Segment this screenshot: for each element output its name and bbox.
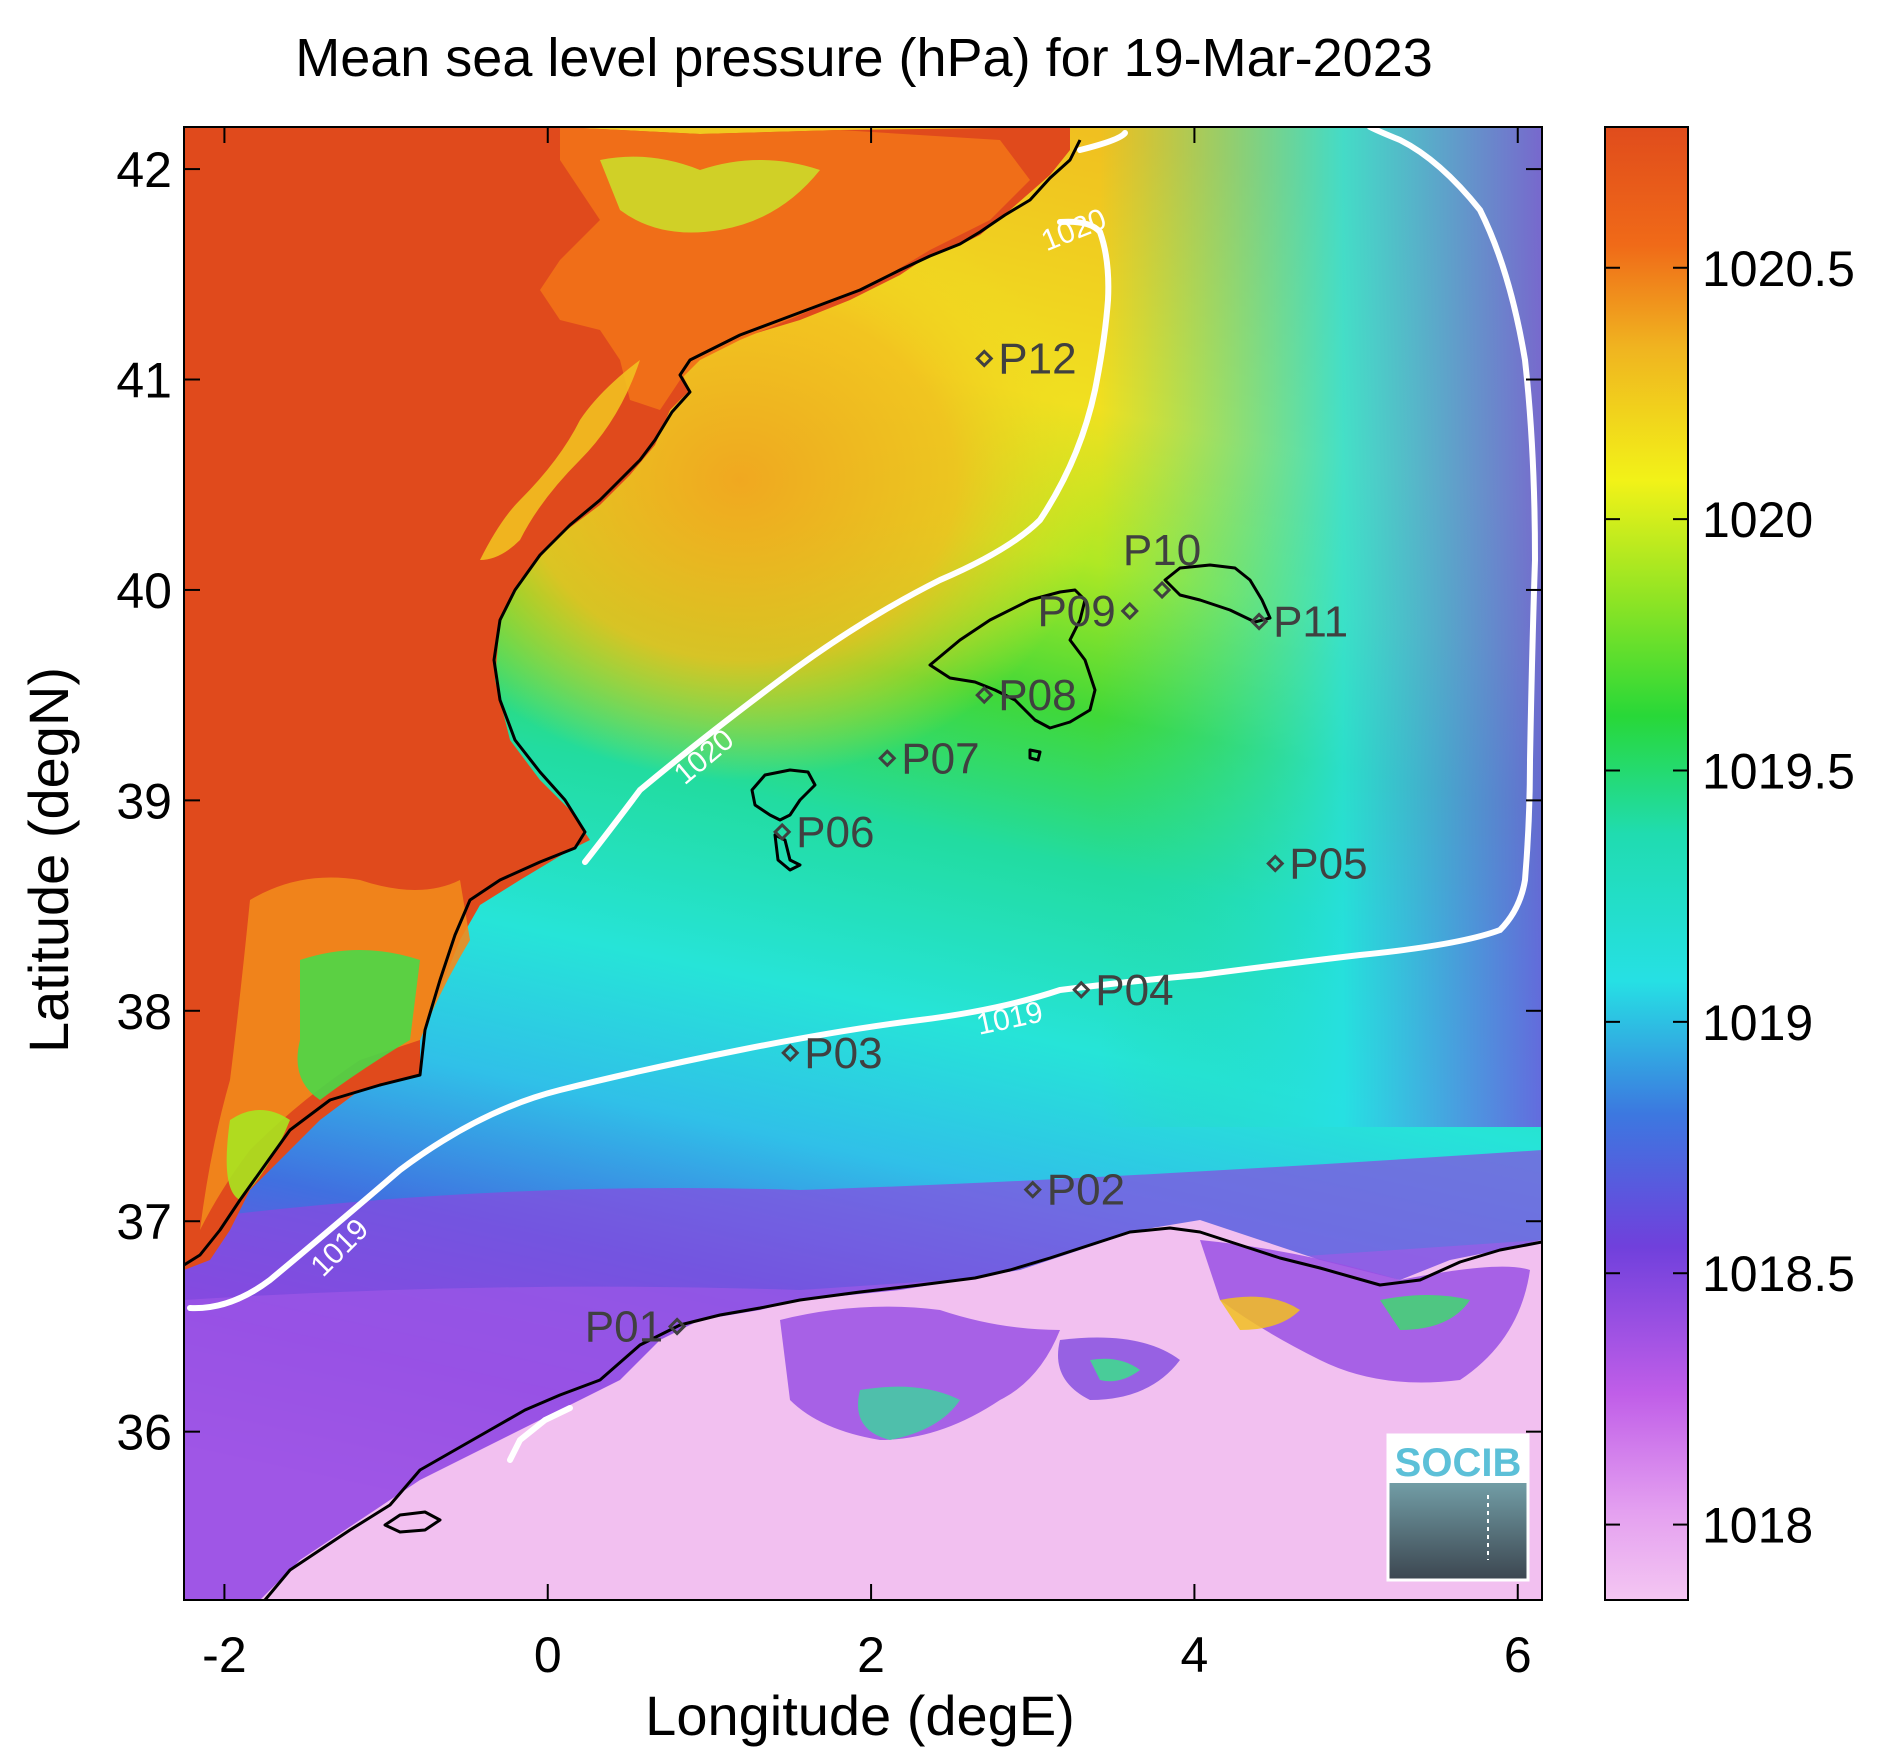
station-label: P03	[804, 1029, 882, 1078]
station-marker-icon	[1266, 854, 1285, 873]
station-p03: P03	[781, 1029, 883, 1078]
station-p11: P11	[1249, 598, 1348, 647]
coastlines	[184, 139, 1542, 1600]
africa-coastline	[263, 1226, 1542, 1600]
station-marker-icon	[975, 686, 994, 705]
map-frame	[183, 126, 1543, 1601]
station-label: P09	[1037, 587, 1115, 636]
station-p12: P12	[975, 334, 1077, 383]
y-tick-label: 40	[116, 563, 172, 619]
station-p10: P10	[1123, 526, 1201, 600]
station-marker-icon	[1249, 612, 1269, 631]
x-tick-label: -2	[202, 1627, 246, 1683]
y-tick-label: 41	[116, 353, 172, 409]
station-marker-icon	[975, 349, 994, 368]
mallorca-coastline	[928, 588, 1097, 730]
station-label: P08	[998, 671, 1076, 720]
station-marker-icon	[773, 822, 792, 842]
station-label: P01	[585, 1302, 663, 1351]
station-label: P12	[998, 334, 1076, 383]
socib-logo: SOCIB	[1386, 1433, 1530, 1582]
isobar-1020-north	[1077, 130, 1128, 153]
colorbar-label: 1019	[1702, 995, 1813, 1051]
y-tick-label: 42	[116, 142, 172, 198]
contour-label: 1019	[1549, 608, 1582, 675]
colorbar-label: 1018	[1702, 1498, 1813, 1554]
station-label: P07	[901, 734, 979, 783]
ibiza-coastline	[750, 768, 817, 822]
x-tick-label: 4	[1181, 1627, 1209, 1683]
station-label: P04	[1095, 966, 1173, 1015]
station-p06: P06	[773, 808, 874, 857]
colorbar-ticks: 1018 1018.5 1019 1019.5 1020 1020.5	[1605, 241, 1855, 1554]
station-label: P11	[1273, 598, 1348, 647]
station-label: P10	[1123, 526, 1201, 575]
x-tick-label: 2	[857, 1627, 885, 1683]
map-field	[184, 127, 1542, 1600]
station-p09: P09	[1037, 587, 1139, 636]
colorbar-label: 1020	[1702, 492, 1813, 548]
station-label: P05	[1289, 840, 1367, 889]
isobar-1020-main	[582, 218, 1112, 865]
y-tick-label: 36	[116, 1405, 172, 1461]
station-marker-icon	[781, 1043, 800, 1063]
menorca-coastline	[1163, 563, 1272, 624]
colorbar-label: 1020.5	[1702, 241, 1855, 297]
station-marker-icon	[878, 749, 897, 768]
station-p08: P08	[975, 671, 1077, 720]
station-marker-icon	[1072, 980, 1091, 999]
station-marker-icon	[1152, 580, 1172, 600]
station-label: P02	[1047, 1166, 1125, 1215]
station-marker-icon	[667, 1317, 687, 1336]
isobar-1019-main	[187, 127, 1539, 1312]
y-tick-label: 37	[116, 1194, 172, 1250]
x-axis-label: Longitude (degE)	[645, 1684, 1075, 1747]
isobar-1019-south	[507, 1405, 573, 1463]
x-tick-label: 6	[1504, 1627, 1532, 1683]
isobars	[187, 127, 1539, 1463]
x-axis: -2 0 2 4 6	[202, 127, 1532, 1683]
map-title: Mean sea level pressure (hPa) for 19-Mar…	[295, 28, 1433, 88]
y-axis: 36 37 38 39 40 41 42	[116, 142, 1542, 1461]
colorbar-label: 1018.5	[1702, 1246, 1855, 1302]
station-p05: P05	[1266, 840, 1368, 889]
colorbar-gradient	[1604, 126, 1689, 1601]
station-marker-icon	[1023, 1180, 1042, 1199]
x-tick-label: 0	[534, 1627, 562, 1683]
logo-text: SOCIB	[1395, 1441, 1522, 1485]
y-tick-label: 38	[116, 984, 172, 1040]
station-p07: P07	[878, 734, 980, 783]
colorbar: 1018 1018.5 1019 1019.5 1020 1020.5	[1604, 126, 1855, 1601]
station-marker-icon	[1120, 601, 1139, 621]
formentera-coastline	[773, 833, 802, 872]
station-p04: P04	[1072, 966, 1174, 1015]
station-label: P06	[796, 808, 874, 857]
y-tick-label: 39	[116, 773, 172, 829]
iberia-coastline	[184, 139, 1082, 1267]
colorbar-label: 1019.5	[1702, 743, 1855, 799]
station-p02: P02	[1023, 1166, 1125, 1215]
y-axis-label: Latitude (degN)	[17, 667, 80, 1053]
station-p01: P01	[585, 1302, 687, 1351]
